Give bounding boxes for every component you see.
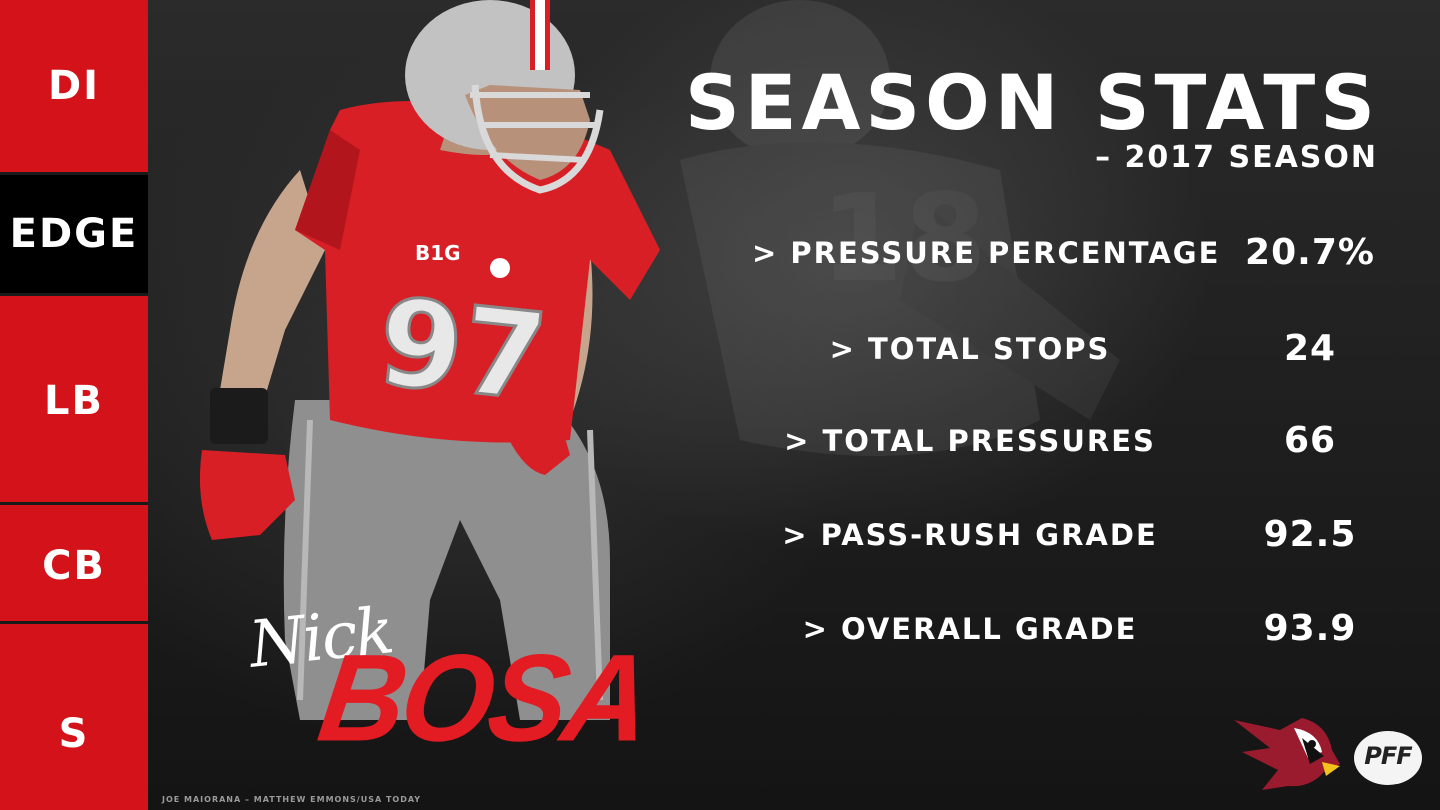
- stat-value-total-stops: 24: [1283, 328, 1337, 369]
- stat-label-pressure-percentage: > PRESSURE PERCENTAGE: [752, 236, 1221, 270]
- position-tab-cb[interactable]: CB: [0, 505, 148, 621]
- stat-label-overall-grade: > OVERALL GRADE: [802, 612, 1138, 646]
- jersey-number: 97: [372, 273, 553, 429]
- position-tab-label: DI: [47, 63, 101, 109]
- position-tab-s[interactable]: S: [0, 624, 148, 810]
- position-tab-label: EDGE: [9, 211, 139, 257]
- svg-text:B1G: B1G: [415, 241, 461, 265]
- svg-text:18: 18: [820, 170, 987, 309]
- stat-label-total-pressures: > TOTAL PRESSURES: [784, 424, 1156, 458]
- stat-value-total-pressures: 66: [1283, 420, 1337, 461]
- stat-value-overall-grade: 93.9: [1263, 608, 1357, 649]
- pff-logo: PFF: [1352, 728, 1424, 788]
- position-tab-label: S: [58, 711, 90, 757]
- position-rail: DI EDGE LB CB S: [0, 0, 148, 810]
- player-image: 97 B1G: [199, 0, 660, 720]
- position-tab-label: LB: [44, 378, 104, 424]
- position-tab-label: CB: [42, 543, 106, 589]
- stat-label-pass-rush-grade: > PASS-RUSH GRADE: [782, 518, 1158, 552]
- player-last-name: BOSA: [311, 629, 656, 768]
- page-subtitle: – 2017 SEASON: [1095, 140, 1378, 175]
- page-title: SEASON STATS: [684, 58, 1380, 147]
- stat-value-pressure-percentage: 20.7%: [1245, 232, 1375, 273]
- stat-label-total-stops: > TOTAL STOPS: [829, 332, 1111, 366]
- pff-badge-icon: [1354, 731, 1422, 785]
- stat-value-pass-rush-grade: 92.5: [1263, 514, 1357, 555]
- position-tab-lb[interactable]: LB: [0, 296, 148, 502]
- cardinal-logo-icon: [1234, 718, 1340, 790]
- position-tab-edge[interactable]: EDGE: [0, 175, 148, 293]
- background-ghost-player: 18: [680, 0, 1120, 456]
- pff-logo-text: PFF: [1364, 742, 1412, 770]
- position-tab-di[interactable]: DI: [0, 0, 148, 172]
- photo-credit: JOE MAIORANA – MATTHEW EMMONS/USA TODAY: [162, 795, 422, 804]
